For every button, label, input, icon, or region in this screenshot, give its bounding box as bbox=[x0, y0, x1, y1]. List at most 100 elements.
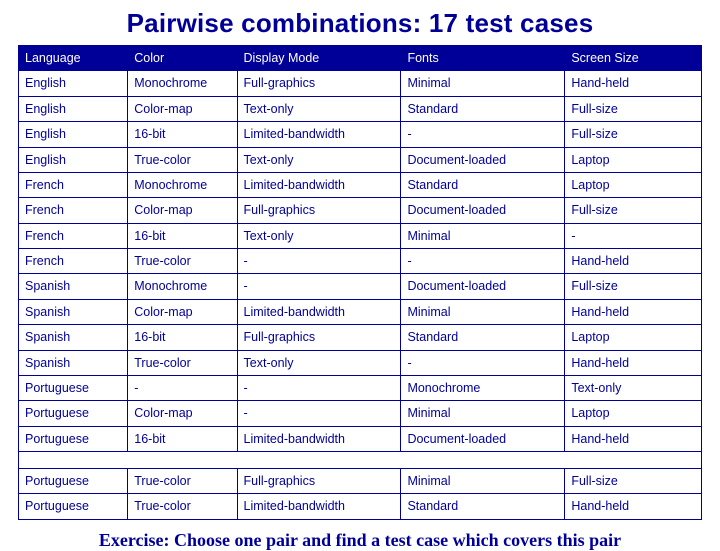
table-header-cell: Fonts bbox=[401, 46, 565, 71]
table-cell: Hand-held bbox=[565, 494, 702, 519]
table-cell: Document-loaded bbox=[401, 274, 565, 299]
table-cell: Monochrome bbox=[128, 172, 237, 197]
table-gap-row bbox=[19, 452, 702, 469]
table-cell: Color-map bbox=[128, 198, 237, 223]
table-cell: Text-only bbox=[565, 375, 702, 400]
table-cell: English bbox=[19, 122, 128, 147]
table-cell: Portuguese bbox=[19, 401, 128, 426]
table-cell: - bbox=[565, 223, 702, 248]
slide: Pairwise combinations: 17 test cases Lan… bbox=[0, 0, 720, 540]
table-row: English16-bitLimited-bandwidth-Full-size bbox=[19, 122, 702, 147]
table-cell: Full-size bbox=[565, 198, 702, 223]
table-cell: English bbox=[19, 147, 128, 172]
table-cell: English bbox=[19, 96, 128, 121]
table-cell: French bbox=[19, 249, 128, 274]
table-cell: True-color bbox=[128, 469, 237, 494]
table-row: Spanish16-bitFull-graphicsStandardLaptop bbox=[19, 325, 702, 350]
table-cell: Full-graphics bbox=[237, 198, 401, 223]
table-cell: Minimal bbox=[401, 223, 565, 248]
table-cell: Full-size bbox=[565, 469, 702, 494]
table-cell: True-color bbox=[128, 249, 237, 274]
table-cell: Minimal bbox=[401, 401, 565, 426]
table-row: FrenchTrue-color--Hand-held bbox=[19, 249, 702, 274]
table-cell: 16-bit bbox=[128, 325, 237, 350]
table-cell: - bbox=[401, 249, 565, 274]
pairwise-table: LanguageColorDisplay ModeFontsScreen Siz… bbox=[18, 45, 702, 520]
table-cell: Standard bbox=[401, 172, 565, 197]
table-cell: Text-only bbox=[237, 147, 401, 172]
table-row: SpanishColor-mapLimited-bandwidthMinimal… bbox=[19, 299, 702, 324]
table-row: EnglishMonochromeFull-graphicsMinimalHan… bbox=[19, 71, 702, 96]
table-row: SpanishMonochrome-Document-loadedFull-si… bbox=[19, 274, 702, 299]
table-cell: Hand-held bbox=[565, 350, 702, 375]
table-cell: Portuguese bbox=[19, 375, 128, 400]
table-cell: Document-loaded bbox=[401, 426, 565, 451]
table-cell: True-color bbox=[128, 494, 237, 519]
table-cell: Text-only bbox=[237, 223, 401, 248]
table-cell: True-color bbox=[128, 350, 237, 375]
table-cell: Full-graphics bbox=[237, 71, 401, 96]
table-cell: Color-map bbox=[128, 299, 237, 324]
table-header-cell: Color bbox=[128, 46, 237, 71]
table-row: PortugueseTrue-colorFull-graphicsMinimal… bbox=[19, 469, 702, 494]
table-cell: Portuguese bbox=[19, 426, 128, 451]
table-cell: Text-only bbox=[237, 350, 401, 375]
table-row: Portuguese16-bitLimited-bandwidthDocumen… bbox=[19, 426, 702, 451]
table-cell: Document-loaded bbox=[401, 198, 565, 223]
table-cell: Full-size bbox=[565, 274, 702, 299]
table-cell: Spanish bbox=[19, 350, 128, 375]
table-cell: Hand-held bbox=[565, 426, 702, 451]
table-row: PortugueseColor-map-MinimalLaptop bbox=[19, 401, 702, 426]
table-cell: 16-bit bbox=[128, 122, 237, 147]
table-cell: - bbox=[237, 401, 401, 426]
table-cell: 16-bit bbox=[128, 426, 237, 451]
table-cell: Monochrome bbox=[401, 375, 565, 400]
table-cell: Monochrome bbox=[128, 71, 237, 96]
table-row: SpanishTrue-colorText-only-Hand-held bbox=[19, 350, 702, 375]
table-cell: Text-only bbox=[237, 96, 401, 121]
table-header-cell: Display Mode bbox=[237, 46, 401, 71]
table-cell: Hand-held bbox=[565, 299, 702, 324]
table-cell: Spanish bbox=[19, 325, 128, 350]
table-cell: Laptop bbox=[565, 325, 702, 350]
table-row: EnglishColor-mapText-onlyStandardFull-si… bbox=[19, 96, 702, 121]
table-row: EnglishTrue-colorText-onlyDocument-loade… bbox=[19, 147, 702, 172]
table-cell: Standard bbox=[401, 494, 565, 519]
table-cell: - bbox=[237, 375, 401, 400]
table-cell: - bbox=[401, 350, 565, 375]
table-cell: Full-size bbox=[565, 96, 702, 121]
table-header-cell: Language bbox=[19, 46, 128, 71]
table-cell: Spanish bbox=[19, 299, 128, 324]
table-cell: 16-bit bbox=[128, 223, 237, 248]
table-cell: French bbox=[19, 172, 128, 197]
table-cell: Full-size bbox=[565, 122, 702, 147]
table-cell: Laptop bbox=[565, 401, 702, 426]
table-row: French16-bitText-onlyMinimal- bbox=[19, 223, 702, 248]
table-cell: English bbox=[19, 71, 128, 96]
table-row: Portuguese--MonochromeText-only bbox=[19, 375, 702, 400]
table-cell: Standard bbox=[401, 325, 565, 350]
table-cell: Monochrome bbox=[128, 274, 237, 299]
table-cell: True-color bbox=[128, 147, 237, 172]
table-header-row: LanguageColorDisplay ModeFontsScreen Siz… bbox=[19, 46, 702, 71]
table-cell: Laptop bbox=[565, 172, 702, 197]
table-header-cell: Screen Size bbox=[565, 46, 702, 71]
table-cell: Full-graphics bbox=[237, 469, 401, 494]
table-cell: Portuguese bbox=[19, 494, 128, 519]
table-cell: Limited-bandwidth bbox=[237, 299, 401, 324]
table-cell: Standard bbox=[401, 96, 565, 121]
table-cell: Color-map bbox=[128, 401, 237, 426]
table-cell: - bbox=[128, 375, 237, 400]
table-cell: Limited-bandwidth bbox=[237, 494, 401, 519]
table-cell: Limited-bandwidth bbox=[237, 122, 401, 147]
table-gap-cell bbox=[19, 452, 702, 469]
table-row: PortugueseTrue-colorLimited-bandwidthSta… bbox=[19, 494, 702, 519]
table-cell: Portuguese bbox=[19, 469, 128, 494]
table-cell: Limited-bandwidth bbox=[237, 426, 401, 451]
table-cell: Hand-held bbox=[565, 71, 702, 96]
table-cell: Limited-bandwidth bbox=[237, 172, 401, 197]
table-cell: Minimal bbox=[401, 469, 565, 494]
table-row: FrenchMonochromeLimited-bandwidthStandar… bbox=[19, 172, 702, 197]
exercise-text: Exercise: Choose one pair and find a tes… bbox=[18, 530, 702, 551]
table-cell: Minimal bbox=[401, 299, 565, 324]
